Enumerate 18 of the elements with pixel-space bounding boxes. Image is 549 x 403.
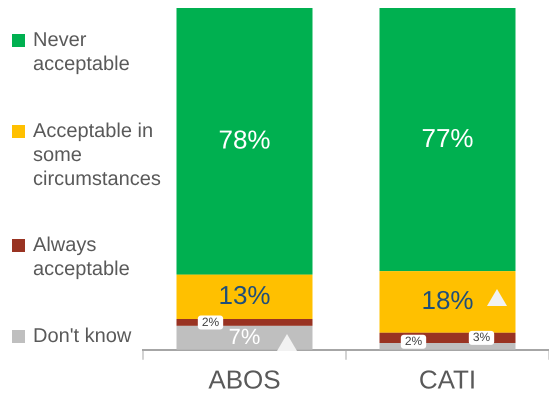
legend-label: Always acceptable [33, 233, 131, 282]
legend-label: Don't know [33, 324, 132, 348]
x-tick-label: CATI [418, 364, 476, 395]
data-label: 3% [472, 330, 491, 344]
data-label: 18% [421, 285, 474, 316]
data-label: 2% [202, 314, 220, 329]
bar [176, 8, 313, 275]
data-label: 77% [421, 122, 474, 153]
x-tick-label: ABOS [208, 364, 281, 395]
data-label: 7% [228, 324, 260, 349]
data-label: 13% [218, 280, 271, 310]
legend-label: Never acceptable [33, 28, 131, 76]
data-label: 78% [218, 124, 271, 154]
data-label: 2% [404, 334, 422, 348]
legend-label: Acceptable in some circumstances [33, 118, 162, 191]
bar [379, 8, 516, 272]
bar [176, 274, 313, 320]
bar [379, 271, 516, 333]
